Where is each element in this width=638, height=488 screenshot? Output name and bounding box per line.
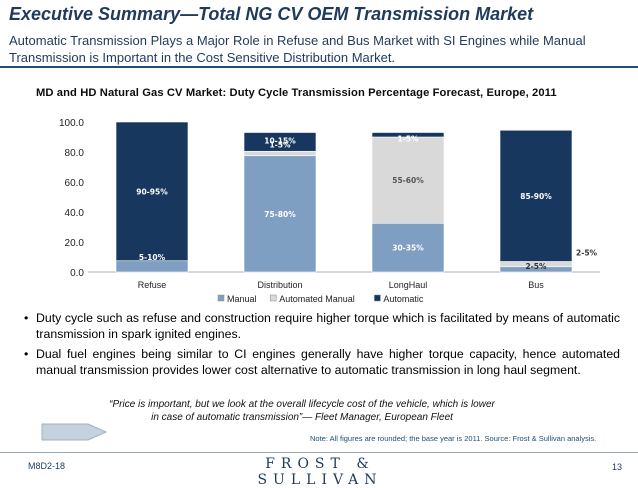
y-tick-label: 60.0 [65, 178, 85, 189]
document-code: M8D2-18 [28, 461, 66, 471]
slide-subtitle: Automatic Transmission Plays a Major Rol… [9, 33, 586, 65]
legend-swatch [374, 294, 381, 302]
bullet-text: Dual fuel engines being similar to CI en… [36, 347, 620, 377]
data-label: 85-90% [520, 192, 552, 201]
chart-title: MD and HD Natural Gas CV Market: Duty Cy… [36, 87, 557, 99]
legend-swatch [217, 294, 225, 302]
bullet-item: • Duty cycle such as refuse and construct… [24, 311, 620, 341]
data-label: 90-95% [136, 187, 168, 196]
bullet-list: • Duty cycle such as refuse and construct… [20, 310, 620, 382]
data-label: 10-15% [264, 137, 296, 146]
x-tick-label: LongHaul [389, 280, 428, 290]
data-label: 1-5% [269, 140, 291, 149]
bar-segment-manual [115, 260, 189, 273]
x-tick-label: Distribution [257, 280, 302, 290]
y-tick-label: 0.0 [70, 268, 84, 279]
footer-divider [0, 452, 638, 453]
bar-segment-automated-manual [243, 150, 317, 157]
legend-label: Manual [227, 294, 257, 304]
y-tick-label: 80.0 [65, 148, 85, 159]
quote-callout-icon [41, 423, 108, 441]
bar-segment-automatic [371, 132, 445, 138]
slide-title: Executive Summary—Total NG CV OEM Transm… [9, 4, 534, 24]
bar-segment-automatic [499, 129, 573, 262]
page-number: 13 [611, 462, 622, 472]
bar-segment-manual [243, 155, 317, 273]
bar-segment-automatic [115, 121, 189, 262]
bullet-text: Duty cycle such as refuse and constructi… [36, 311, 620, 341]
data-label: 75-80% [264, 210, 296, 219]
source-note: Note: All figures are rounded; the base … [310, 434, 597, 443]
brand-logo: FROST & SULLIVAN [257, 456, 383, 488]
bar-segment-automatic [243, 132, 317, 152]
bar-segment-manual [371, 222, 445, 273]
data-label: 55-60% [392, 176, 424, 185]
data-label: 2-5% [576, 249, 598, 258]
data-label: 30-35% [392, 244, 424, 253]
legend-swatch [269, 294, 277, 302]
customer-quote: “Price is important, but we look at the … [109, 399, 495, 423]
legend-label: Automated Manual [279, 294, 355, 304]
stacked-bar-chart: 0.0 20.0 40.0 60.0 80.0 100.0 Refuse Distributi… [59, 118, 600, 304]
x-tick-label: Bus [528, 280, 544, 290]
bar-segment-automated-manual [371, 136, 445, 224]
data-label: 2-5% [525, 262, 547, 271]
header-divider [0, 66, 638, 68]
x-tick-label: Refuse [138, 280, 167, 290]
y-tick-label: 20.0 [65, 238, 85, 249]
data-label: 5-10% [139, 253, 166, 262]
bullet-item: • Dual fuel engines being similar to CI e… [24, 347, 620, 377]
y-tick-label: 40.0 [65, 208, 85, 219]
y-tick-label: 100.0 [59, 118, 84, 129]
legend-label: Automatic [383, 294, 424, 304]
data-label: 1-5% [397, 135, 419, 144]
